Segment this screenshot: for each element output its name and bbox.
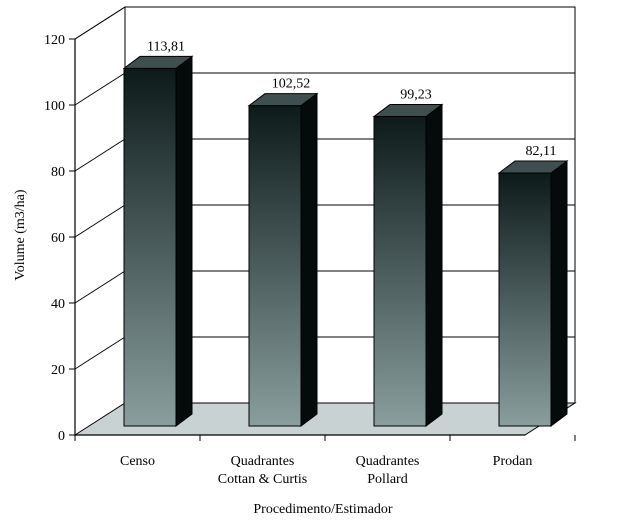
y-tick-label: 0 (58, 429, 65, 444)
bar-front (248, 105, 302, 427)
labels: 0 20 40 60 80 100 120 113,81 Censo 102,52 Quadrant… (44, 33, 556, 487)
bar-front (373, 116, 427, 427)
data-label: 99,23 (400, 88, 432, 103)
x-tick-label: Pollard (367, 472, 407, 487)
bar-top (497, 160, 569, 174)
y-tick-label: 120 (44, 33, 65, 48)
gridline-side (74, 138, 126, 172)
bar-top (122, 55, 194, 69)
x-tick-label: Prodan (493, 454, 533, 469)
gridline-side (74, 204, 126, 238)
data-label: 82,11 (526, 144, 557, 159)
y-tick-label: 20 (51, 363, 65, 378)
gridline-side (74, 6, 126, 40)
bar-top (247, 93, 319, 107)
bars (122, 55, 569, 427)
data-label: 102,52 (272, 77, 311, 92)
x-tick-label: Quadrantes (231, 454, 295, 469)
bar-front (123, 67, 177, 427)
bar-side (175, 55, 193, 427)
y-tick-label: 100 (44, 99, 65, 114)
y-tick-label: 40 (51, 297, 65, 312)
x-tick-label: Censo (120, 454, 155, 469)
bar (372, 103, 444, 427)
gridline-side (74, 270, 126, 304)
x-tick-label: Quadrantes (356, 454, 420, 469)
bar-side (300, 92, 318, 427)
data-label: 113,81 (147, 39, 185, 54)
gridline-side (74, 336, 126, 370)
bar (497, 160, 569, 427)
bar-side (550, 160, 568, 427)
bar-front (498, 172, 552, 427)
y-axis-title: Volume (m3/ha) (13, 189, 28, 280)
bar-top (372, 104, 444, 118)
y-tick-label: 80 (51, 165, 65, 180)
y-tick-label: 60 (51, 231, 65, 246)
x-tick-label: Cottan & Curtis (218, 472, 307, 487)
gridline-side (74, 72, 126, 106)
bar (122, 55, 194, 427)
bar (247, 92, 319, 427)
bar-side (425, 103, 443, 427)
x-axis-title: Procedimento/Estimador (253, 502, 393, 517)
